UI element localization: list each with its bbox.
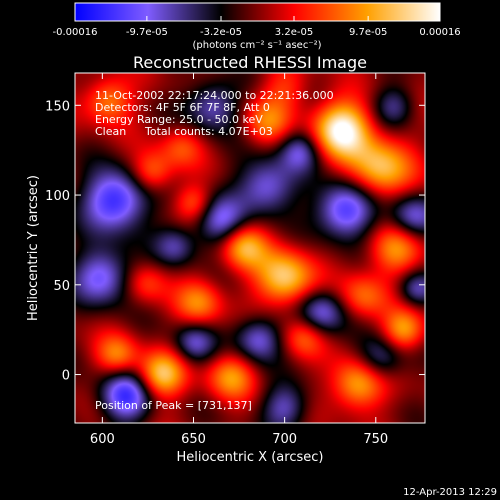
x-axis-label: Heliocentric X (arcsec) xyxy=(177,450,324,465)
y-axis: 0 50 100 150 xyxy=(45,99,425,384)
x-tick-label: 650 xyxy=(181,432,206,447)
y-tick-label: 150 xyxy=(45,99,70,114)
y-axis-label: Heliocentric Y (arcsec) xyxy=(26,175,41,321)
annotation-energy-range: Energy Range: 25.0 - 50.0 keV xyxy=(95,113,263,126)
plot-area: 600 650 700 750 0 50 100 150 11-Oct-2002 22:17… xyxy=(45,72,426,447)
colorbar: -0.00016 -9.7e-05 -3.2e-05 3.2e-05 9.7e-05 0.… xyxy=(53,2,461,51)
colorbar-tick-label: 9.7e-05 xyxy=(349,27,387,38)
annotation-peak-position: Position of Peak = [731,137] xyxy=(95,399,252,412)
colorbar-gradient xyxy=(74,2,441,22)
colorbar-unit-label: (photons cm⁻² s⁻¹ asec⁻²) xyxy=(192,40,321,51)
colorbar-ticks: -0.00016 -9.7e-05 -3.2e-05 3.2e-05 9.7e-05 0.… xyxy=(53,16,461,38)
colorbar-tick-label: 3.2e-05 xyxy=(275,27,313,38)
x-tick-label: 600 xyxy=(90,432,115,447)
y-tick-label: 0 xyxy=(62,369,70,384)
x-axis: 600 650 700 750 xyxy=(90,73,388,447)
y-tick-label: 50 xyxy=(53,279,70,294)
colorbar-tick-label: 0.00016 xyxy=(419,27,460,38)
colorbar-tick-label: -3.2e-05 xyxy=(200,27,242,38)
annotation-detectors: Detectors: 4F 5F 6F 7F 8F, Att 0 xyxy=(95,101,270,114)
annotation-method: Clean xyxy=(95,125,126,138)
y-tick-label: 100 xyxy=(45,189,70,204)
annotation-total-counts: Total counts: 4.07E+03 xyxy=(144,125,273,138)
colorbar-tick-label: -9.7e-05 xyxy=(126,27,168,38)
x-tick-label: 750 xyxy=(363,432,388,447)
annotation-time-range: 11-Oct-2002 22:17:24.000 to 22:21:36.000 xyxy=(95,89,334,102)
x-tick-label: 700 xyxy=(272,432,297,447)
image-layer xyxy=(75,73,425,423)
chart-title: Reconstructed RHESSI Image xyxy=(133,53,367,72)
colorbar-tick-label: -0.00016 xyxy=(53,27,98,38)
heatmap-image xyxy=(75,73,425,423)
plot-frame xyxy=(74,72,426,424)
annotations: 11-Oct-2002 22:17:24.000 to 22:21:36.000… xyxy=(95,89,334,412)
footer-timestamp: 12-Apr-2013 12:29 xyxy=(403,487,497,498)
